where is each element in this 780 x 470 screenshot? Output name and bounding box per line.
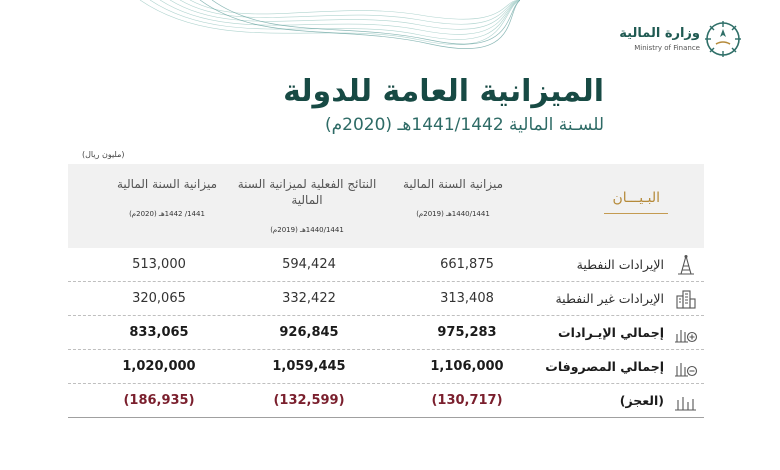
expense-chart-minus-icon xyxy=(675,363,698,377)
page-title: الميزانية العامة للدولة xyxy=(283,74,604,109)
label-column-header: البـيـــان xyxy=(604,190,668,214)
cell-value: 926,845 xyxy=(279,325,339,340)
column-title: ميزانية السنة المالية xyxy=(116,177,218,191)
table-row-total-expenses: إجمالي المصروفات 1,106,000 1,059,445 1,0… xyxy=(68,350,704,384)
decorative-wave-pattern xyxy=(139,0,520,49)
cell-value: (132,599) xyxy=(273,393,345,408)
row-label: إجمالي المصروفات xyxy=(545,359,664,374)
cell-value: (130,717) xyxy=(431,393,503,408)
table-row-deficit: (العجز) (130,717) (132,599) (186,935) xyxy=(68,384,704,418)
oil-rig-icon xyxy=(678,254,694,275)
page-subtitle: للسـنة المالية 1441/1442هـ (2020م) xyxy=(324,115,604,135)
cell-value: 313,408 xyxy=(440,291,494,306)
column-period: 1440/1441هـ (2019م) xyxy=(416,210,490,218)
cell-value: 320,065 xyxy=(132,291,186,306)
row-label: الإيرادات غير النفطية xyxy=(555,291,664,306)
buildings-icon xyxy=(676,290,696,309)
column-header-2020-budget: ميزانية السنة المالية 1441/ 1442هـ (2020… xyxy=(112,176,222,218)
cell-value: 513,000 xyxy=(132,257,186,272)
column-period: 1441/ 1442هـ (2020م) xyxy=(129,210,205,218)
cell-value: 661,875 xyxy=(440,257,494,272)
row-label: الإيرادات النفطية xyxy=(576,257,664,272)
budget-table: البـيـــان ميزانية السنة المالية 1440/14… xyxy=(68,164,704,418)
ministry-logo: وزارة المالية Ministry of Finance xyxy=(619,20,742,60)
column-header-2019-budget: ميزانية السنة المالية 1440/1441هـ (2019م… xyxy=(398,176,508,218)
revenue-chart-plus-icon xyxy=(675,330,698,343)
logo-english-text: Ministry of Finance xyxy=(634,44,700,52)
emblem-icon xyxy=(705,21,741,57)
row-label: (العجز) xyxy=(619,393,664,408)
cell-value: 975,283 xyxy=(437,325,497,340)
unit-label: (مليون ريال) xyxy=(82,150,125,159)
deficit-chart-icon xyxy=(675,397,696,411)
table-header: البـيـــان ميزانية السنة المالية 1440/14… xyxy=(68,164,704,248)
column-title: النتائج الفعلية لميزانية السنة المالية xyxy=(237,177,377,207)
cell-value: 332,422 xyxy=(282,291,336,306)
logo-arabic-text: وزارة المالية xyxy=(619,26,700,41)
row-label: إجمالي الإيـرادات xyxy=(558,325,664,340)
cell-value: (186,935) xyxy=(123,393,195,408)
cell-value: 1,059,445 xyxy=(272,359,346,374)
column-header-2019-actual: النتائج الفعلية لميزانية السنة المالية 1… xyxy=(232,176,382,234)
cell-value: 1,020,000 xyxy=(122,359,196,374)
table-row-total-revenue: إجمالي الإيـرادات 975,283 926,845 833,06… xyxy=(68,316,704,350)
cell-value: 833,065 xyxy=(129,325,189,340)
column-title: ميزانية السنة المالية xyxy=(402,177,504,191)
table-row-non-oil-revenue: الإيرادات غير النفطية 313,408 332,422 32… xyxy=(68,282,704,316)
cell-value: 1,106,000 xyxy=(430,359,504,374)
cell-value: 594,424 xyxy=(282,257,336,272)
column-period: 1440/1441هـ (2019م) xyxy=(270,226,344,234)
table-row-oil-revenue: الإيرادات النفطية 661,875 594,424 513,00… xyxy=(68,248,704,282)
